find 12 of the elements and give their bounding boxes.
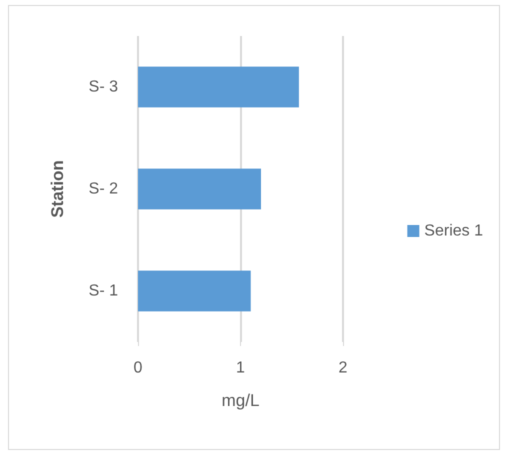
y-axis-title: Station: [48, 160, 67, 218]
x-tick-label: 1: [236, 360, 246, 376]
bar: [138, 66, 299, 108]
x-axis-title: mg/L: [222, 391, 260, 410]
legend-label: Series 1: [424, 222, 484, 240]
y-tick-label: S- 1: [88, 282, 118, 300]
x-tick-label: 2: [338, 360, 348, 376]
bar: [138, 168, 261, 210]
y-tick-label: S- 3: [88, 78, 118, 96]
bar: [138, 270, 251, 312]
y-tick-label: S- 2: [88, 180, 118, 198]
x-tick-label: 0: [134, 360, 143, 376]
